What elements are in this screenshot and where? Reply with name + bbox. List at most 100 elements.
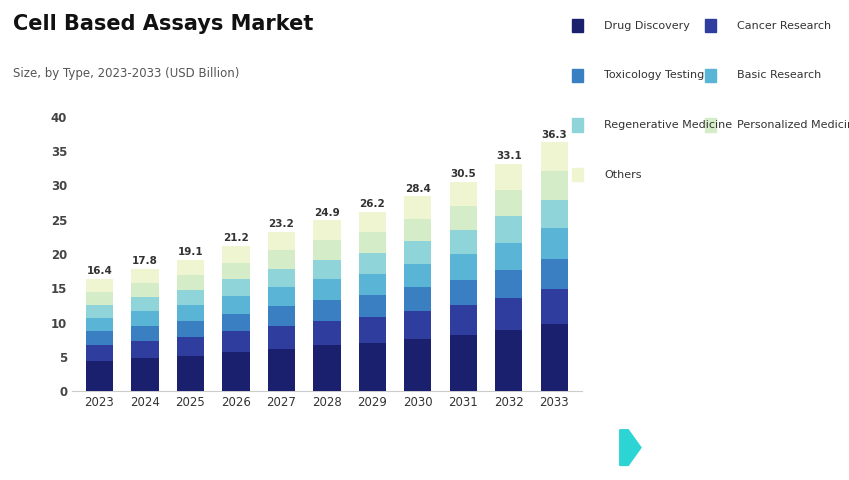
Bar bbox=[177, 356, 204, 391]
Bar bbox=[450, 335, 477, 391]
FancyBboxPatch shape bbox=[571, 168, 583, 181]
FancyArrow shape bbox=[620, 430, 641, 466]
Bar bbox=[358, 296, 386, 317]
Text: Personalized Medicine: Personalized Medicine bbox=[737, 120, 849, 130]
Bar bbox=[450, 254, 477, 280]
Bar bbox=[222, 332, 250, 352]
Bar bbox=[404, 288, 431, 311]
Bar bbox=[222, 296, 250, 314]
FancyBboxPatch shape bbox=[705, 19, 716, 33]
Bar bbox=[132, 297, 159, 311]
Bar bbox=[495, 298, 522, 330]
Text: Size, by Type, 2023-2033 (USD Billion): Size, by Type, 2023-2033 (USD Billion) bbox=[13, 67, 239, 80]
FancyBboxPatch shape bbox=[705, 118, 716, 132]
Bar bbox=[267, 306, 295, 326]
Bar bbox=[450, 206, 477, 230]
Bar bbox=[404, 241, 431, 264]
Text: 19.1: 19.1 bbox=[177, 248, 203, 257]
Bar bbox=[222, 246, 250, 263]
Text: 30.5: 30.5 bbox=[451, 169, 476, 180]
Bar bbox=[450, 182, 477, 206]
Bar bbox=[313, 321, 340, 346]
Bar bbox=[267, 287, 295, 306]
Text: The forecasted market: The forecasted market bbox=[284, 439, 427, 449]
Bar bbox=[358, 212, 386, 232]
Bar bbox=[86, 361, 113, 391]
FancyBboxPatch shape bbox=[705, 69, 716, 82]
Text: Drug Discovery: Drug Discovery bbox=[604, 21, 690, 31]
Bar bbox=[177, 260, 204, 276]
Bar bbox=[450, 230, 477, 254]
Bar bbox=[86, 345, 113, 361]
Bar bbox=[86, 318, 113, 331]
Text: $36.3 B: $36.3 B bbox=[446, 433, 565, 462]
Bar bbox=[495, 270, 522, 298]
FancyBboxPatch shape bbox=[571, 118, 583, 132]
Bar bbox=[541, 171, 568, 200]
Text: 28.4: 28.4 bbox=[405, 184, 430, 194]
Bar bbox=[267, 251, 295, 269]
Bar bbox=[222, 279, 250, 296]
Bar bbox=[267, 269, 295, 287]
Bar bbox=[313, 279, 340, 300]
Bar bbox=[177, 305, 204, 322]
Bar bbox=[404, 339, 431, 391]
Bar bbox=[358, 317, 386, 343]
Bar bbox=[495, 164, 522, 191]
Text: biz: biz bbox=[805, 432, 817, 441]
Text: 23.2: 23.2 bbox=[268, 219, 295, 229]
Bar bbox=[222, 263, 250, 279]
Bar bbox=[132, 359, 159, 391]
Text: 26.2: 26.2 bbox=[359, 199, 385, 209]
Bar bbox=[541, 324, 568, 391]
Bar bbox=[450, 305, 477, 335]
Bar bbox=[358, 274, 386, 296]
FancyBboxPatch shape bbox=[571, 19, 583, 33]
Bar bbox=[404, 219, 431, 241]
Bar bbox=[313, 300, 340, 321]
Bar bbox=[495, 191, 522, 216]
Bar bbox=[177, 337, 204, 356]
Bar bbox=[358, 343, 386, 391]
Text: WIDE RANGE OF GLOBAL MARKET REPORTS: WIDE RANGE OF GLOBAL MARKET REPORTS bbox=[658, 459, 809, 465]
Bar bbox=[132, 341, 159, 359]
Bar bbox=[541, 200, 568, 228]
Bar bbox=[450, 280, 477, 305]
Bar bbox=[222, 352, 250, 391]
Bar bbox=[222, 314, 250, 332]
Text: 21.2: 21.2 bbox=[223, 233, 249, 243]
Text: The Market will Grow: The Market will Grow bbox=[13, 439, 145, 449]
Bar bbox=[86, 305, 113, 318]
Bar bbox=[404, 196, 431, 219]
Bar bbox=[267, 232, 295, 251]
Bar bbox=[541, 142, 568, 171]
Text: Basic Research: Basic Research bbox=[737, 70, 822, 80]
Text: Cancer Research: Cancer Research bbox=[737, 21, 831, 31]
Bar bbox=[177, 322, 204, 337]
Bar bbox=[86, 331, 113, 345]
Text: MarketResearch: MarketResearch bbox=[658, 433, 779, 446]
Bar bbox=[267, 348, 295, 391]
Text: 33.1: 33.1 bbox=[496, 152, 521, 161]
Text: 16.4: 16.4 bbox=[87, 266, 112, 276]
Bar bbox=[495, 216, 522, 242]
Bar bbox=[313, 346, 340, 391]
Bar bbox=[495, 242, 522, 270]
Bar bbox=[132, 326, 159, 341]
Bar bbox=[177, 276, 204, 290]
Bar bbox=[541, 228, 568, 259]
Text: 17.8: 17.8 bbox=[132, 256, 158, 266]
Bar bbox=[541, 289, 568, 324]
Text: Others: Others bbox=[604, 169, 642, 180]
Text: At the CAGR of:: At the CAGR of: bbox=[13, 459, 110, 469]
Bar bbox=[132, 311, 159, 326]
Bar bbox=[313, 240, 340, 260]
Bar bbox=[541, 259, 568, 289]
Bar bbox=[404, 264, 431, 288]
Bar bbox=[86, 279, 113, 292]
Bar bbox=[132, 269, 159, 283]
Text: 24.9: 24.9 bbox=[314, 208, 340, 218]
Text: Toxicology Testing: Toxicology Testing bbox=[604, 70, 705, 80]
Text: 36.3: 36.3 bbox=[542, 130, 567, 140]
Text: 8.5%: 8.5% bbox=[157, 433, 234, 462]
